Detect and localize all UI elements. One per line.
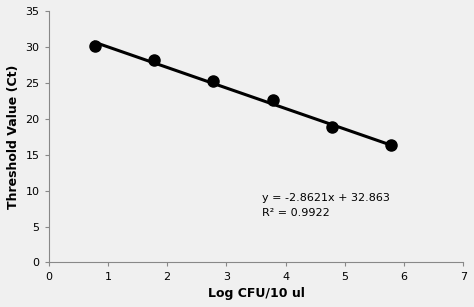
Text: y = -2.8621x + 32.863: y = -2.8621x + 32.863 bbox=[262, 193, 390, 203]
Point bbox=[210, 79, 217, 84]
X-axis label: Log CFU/10 ul: Log CFU/10 ul bbox=[208, 287, 304, 300]
Text: R² = 0.9922: R² = 0.9922 bbox=[262, 208, 330, 218]
Y-axis label: Threshold Value (Ct): Threshold Value (Ct) bbox=[7, 64, 20, 209]
Point bbox=[150, 58, 158, 63]
Point bbox=[269, 97, 276, 102]
Point bbox=[91, 44, 99, 49]
Point bbox=[387, 142, 395, 147]
Point bbox=[328, 125, 336, 130]
